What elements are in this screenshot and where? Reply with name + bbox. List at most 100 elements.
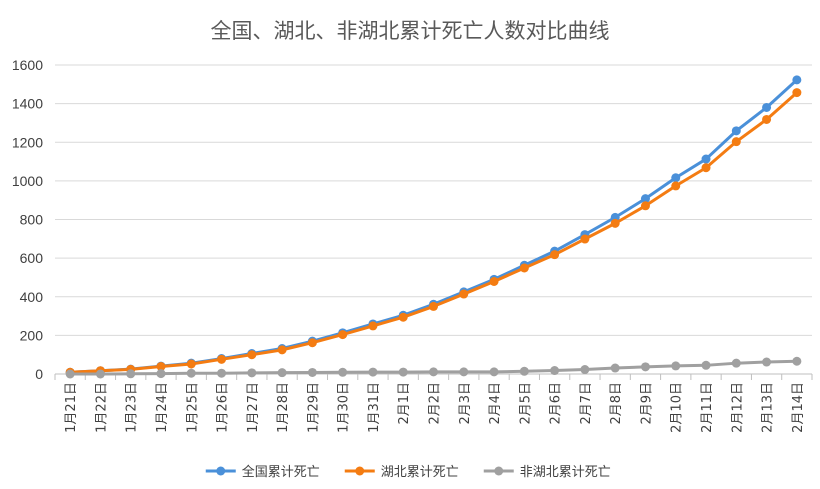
x-tick-label: 1月25日 (185, 382, 200, 433)
data-point (731, 126, 741, 136)
series-line (68, 91, 799, 374)
data-point (792, 88, 802, 98)
data-point (550, 366, 560, 376)
data-point (307, 367, 317, 377)
data-point (580, 365, 590, 375)
legend-swatch-marker (494, 466, 504, 476)
legend-item: 湖北累计死亡 (344, 465, 459, 480)
x-tick-label: 1月23日 (125, 382, 140, 433)
data-point (338, 367, 348, 377)
data-point (731, 137, 741, 147)
x-tick-label: 2月13日 (761, 382, 776, 433)
data-point (519, 263, 529, 273)
x-tick-label: 2月4日 (488, 382, 503, 425)
legend-swatch-marker (216, 466, 226, 476)
data-point (338, 330, 348, 340)
x-axis-ticks: 1月21日 1月22日 1月23日 1月24日 1月25日 1月26日 1月27日 1月28日… (54, 374, 813, 433)
x-tick-label: 1月21日 (64, 382, 79, 433)
data-point (701, 360, 711, 370)
chart-title: 全国、湖北、非湖北累计死亡人数对比曲线 (211, 19, 610, 43)
legend-item: 非湖北累计死亡 (483, 465, 611, 480)
data-point (398, 367, 408, 377)
data-point (217, 368, 227, 378)
data-point (610, 363, 620, 373)
data-point (701, 154, 711, 164)
data-point (307, 338, 317, 348)
x-tick-label: 2月8日 (609, 382, 624, 425)
data-point (459, 367, 469, 377)
data-point (489, 367, 499, 377)
x-tick-label: 1月28日 (276, 382, 291, 433)
y-tick-label: 200 (20, 327, 44, 343)
x-tick-label: 1月26日 (216, 382, 231, 433)
y-tick-label: 400 (20, 289, 44, 305)
x-tick-label: 2月9日 (639, 382, 654, 425)
series-2 (65, 88, 802, 377)
x-tick-label: 2月6日 (549, 382, 564, 425)
x-tick-label: 2月2日 (428, 382, 443, 425)
data-point (277, 368, 287, 378)
data-point (368, 321, 378, 331)
data-point (762, 357, 772, 367)
legend-label: 湖北累计死亡 (381, 465, 459, 480)
data-point (398, 312, 408, 322)
y-tick-label: 600 (20, 250, 44, 266)
data-point (671, 361, 681, 371)
data-point (792, 356, 802, 366)
data-point (550, 250, 560, 260)
data-point (156, 361, 166, 371)
data-point (640, 362, 650, 372)
legend-label: 非湖北累计死亡 (520, 465, 611, 480)
data-point (247, 350, 257, 360)
y-axis-ticks: 0 200 400 600 800 1000 1200 1400 1600 (12, 57, 43, 382)
data-point (217, 354, 227, 364)
x-tick-label: 1月29日 (306, 382, 321, 433)
x-tick-label: 2月10日 (670, 382, 685, 433)
y-tick-label: 1600 (12, 57, 43, 73)
grid-layer (55, 64, 812, 375)
data-point (368, 367, 378, 377)
y-tick-label: 1200 (12, 134, 43, 150)
x-tick-label: 2月14日 (791, 382, 806, 433)
data-point (731, 358, 741, 368)
data-point (610, 218, 620, 228)
legend-label: 全国累计死亡 (242, 464, 320, 480)
data-point (95, 369, 105, 379)
legend-swatch-marker (355, 466, 365, 476)
series-3 (65, 356, 802, 379)
data-point (429, 301, 438, 311)
data-point (640, 194, 650, 204)
data-point (429, 367, 438, 377)
x-tick-label: 1月27日 (246, 382, 261, 433)
x-tick-label: 2月5日 (518, 382, 533, 425)
x-tick-label: 2月3日 (458, 382, 473, 425)
x-tick-label: 1月22日 (94, 382, 109, 433)
data-point (247, 368, 257, 378)
data-point (762, 102, 772, 112)
x-tick-label: 2月7日 (579, 382, 594, 425)
data-point (277, 345, 287, 355)
x-tick-label: 1月30日 (337, 382, 352, 433)
series-line (68, 78, 799, 374)
y-tick-label: 0 (35, 366, 43, 382)
data-point (459, 289, 469, 299)
data-point (580, 234, 590, 244)
y-tick-label: 1000 (12, 173, 43, 189)
data-point (65, 369, 75, 379)
x-tick-label: 2月11日 (700, 382, 715, 433)
y-tick-label: 800 (20, 212, 44, 228)
data-point (126, 369, 136, 379)
x-tick-label: 1月31日 (367, 382, 382, 433)
data-point (186, 368, 196, 378)
data-point (186, 359, 196, 369)
data-point (489, 276, 499, 286)
x-tick-label: 1月24日 (155, 382, 170, 433)
data-point (640, 201, 650, 211)
data-point (792, 75, 802, 85)
series-layer (65, 75, 802, 379)
y-tick-label: 1400 (12, 96, 43, 112)
data-point (671, 173, 681, 183)
data-point (519, 366, 529, 376)
